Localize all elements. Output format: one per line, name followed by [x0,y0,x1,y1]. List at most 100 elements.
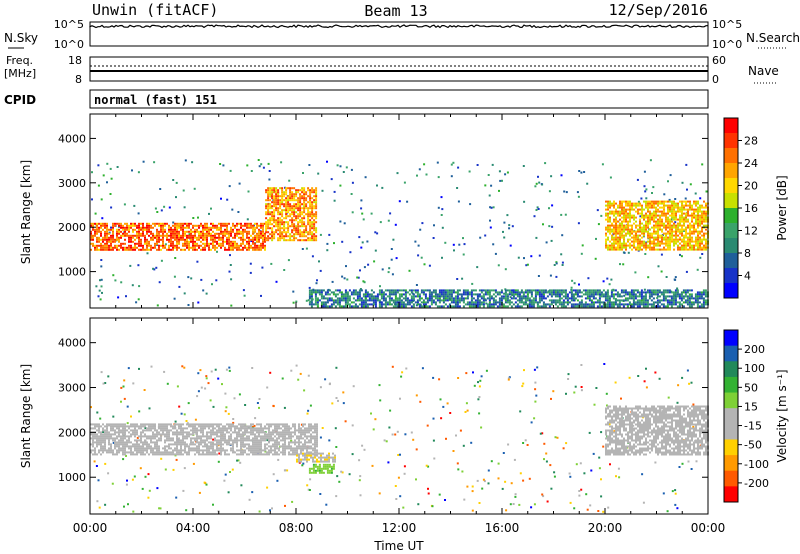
scatter-cell [229,254,231,257]
echo-cell [681,204,683,207]
echo-cell [703,232,705,235]
scatter-cell [564,213,567,216]
echo-cell [671,210,673,213]
echo-cell [301,217,304,220]
echo-cell [652,303,655,306]
echo-cell [633,236,635,239]
echo-cell [663,238,665,241]
echo-cell [446,289,449,292]
scatter-cell [446,402,449,405]
echo-cell [690,293,693,296]
echo-cell [214,224,216,227]
echo-cell [466,289,469,292]
echo-cell [262,242,264,245]
echo-cell [641,222,643,225]
echo-cell [267,193,270,196]
echo-cell [657,226,659,229]
echo-cell [664,299,667,302]
echo-cell [633,230,635,233]
echo-cell [647,200,649,203]
echo-cell [572,289,575,292]
echo-cell [540,293,543,296]
echo-cell [172,244,174,247]
echo-cell [98,451,100,454]
echo-cell [688,299,691,302]
echo-cell [643,214,645,217]
echo-cell [198,246,200,249]
echo-cell [689,206,691,209]
echo-cell [404,295,407,298]
echo-cell [607,218,609,221]
echo-cell [550,293,553,296]
echo-cell [558,293,561,296]
echo-cell [388,289,391,292]
echo-cell [293,207,296,210]
echo-cell [592,289,595,292]
echo-cell [629,214,631,217]
echo-cell [635,248,637,251]
scatter-cell [122,458,125,461]
echo-cell [265,199,268,202]
echo-cell [677,208,679,211]
echo-cell [313,235,316,238]
echo-cell [120,224,122,227]
echo-cell [530,299,533,302]
echo-cell [494,301,497,304]
echo-cell [639,238,641,241]
echo-cell [220,242,222,245]
scatter-cell [441,226,444,229]
echo-cell [619,242,621,245]
echo-cell [554,289,557,292]
echo-cell [260,244,262,247]
echo-cell [301,211,304,214]
scatter-cell [658,377,661,380]
echo-cell [366,303,369,306]
echo-cell [635,240,637,243]
echo-cell [172,242,174,245]
echo-cell [450,301,453,304]
scatter-cell [615,475,617,478]
scatter-cell [628,376,631,379]
scatter-cell [202,289,205,292]
echo-cell [320,293,323,296]
echo-cell [384,293,387,296]
echo-cell [120,242,122,245]
echo-cell [176,246,178,249]
echo-cell [414,289,417,292]
echo-cell [158,248,160,251]
echo-cell [277,223,280,226]
echo-cell [158,238,160,241]
scatter-cell [175,496,178,499]
noise-panel-frame [89,21,709,47]
echo-cell [204,242,206,245]
echo-cell [104,431,106,434]
scatter-cell [600,214,603,217]
echo-cell [295,217,298,220]
scatter-cell [533,417,536,420]
echo-cell [679,236,681,239]
echo-cell [502,303,505,306]
scatter-cell [418,168,421,171]
echo-cell [506,295,509,298]
echo-cell [472,305,475,308]
echo-cell [374,295,377,298]
echo-cell [314,293,317,296]
echo-cell [616,295,619,298]
scatter-cell [403,472,406,475]
echo-cell [194,228,196,231]
echo-cell [516,299,519,302]
echo-cell [631,236,633,239]
echo-cell [643,244,645,247]
echo-cell [200,230,202,233]
echo-cell [687,244,689,247]
scatter-cell [581,244,584,247]
echo-cell [699,232,701,235]
echo-cell [624,299,627,302]
echo-cell [663,204,665,207]
scatter-cell [567,373,570,376]
echo-cell [623,226,625,229]
echo-cell [482,295,485,298]
scatter-cell [555,262,558,265]
echo-cell [468,303,471,306]
echo-cell [112,248,114,251]
